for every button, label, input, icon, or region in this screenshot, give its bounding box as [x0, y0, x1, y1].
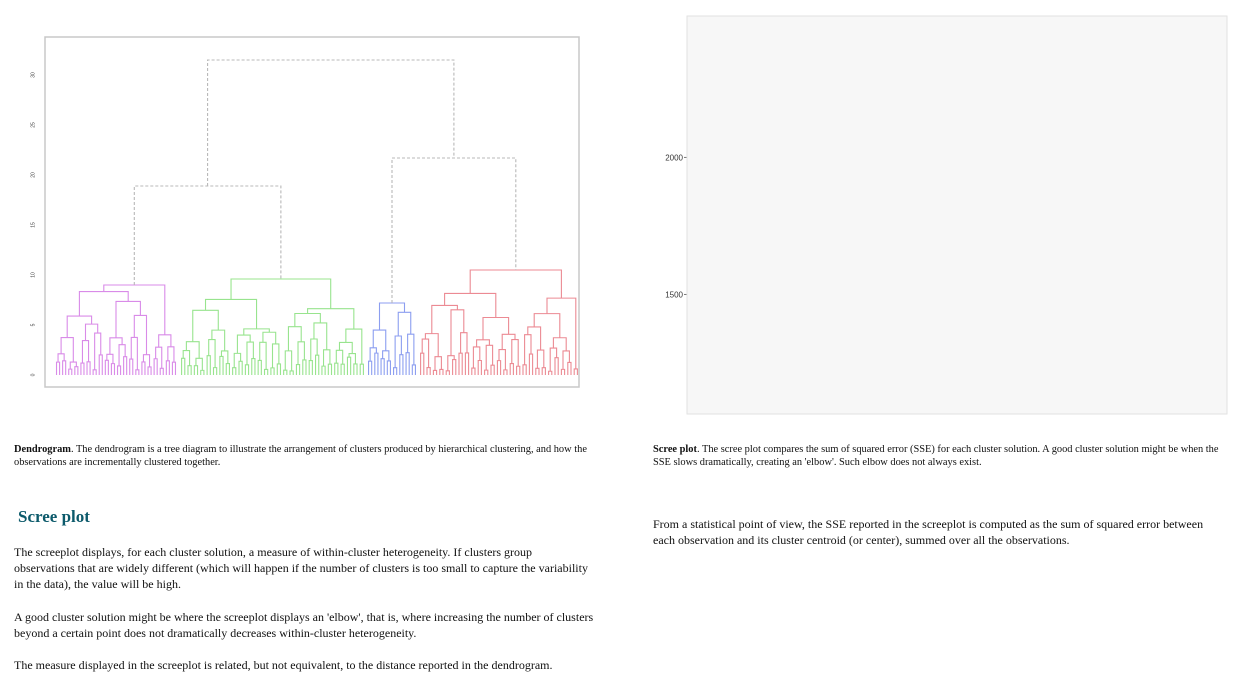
dendrogram-top-link	[391, 157, 517, 303]
dendrogram-y-axis: 0 5 10 15 20 25 30	[30, 72, 36, 376]
dendrogram-y-tick-label: 10	[30, 272, 36, 278]
scree-caption-text: . The scree plot compares the sum of squ…	[653, 444, 1219, 468]
dendrogram-cluster-links	[368, 302, 416, 375]
dendrogram-y-tick-label: 15	[30, 222, 36, 228]
dendrogram-y-tick-label: 0	[30, 373, 36, 376]
dendrogram-caption-text: . The dendrogram is a tree diagram to il…	[14, 444, 587, 468]
dendrogram-cluster-links	[181, 278, 364, 375]
dendrogram-links	[55, 59, 578, 375]
dendrogram-caption: Dendrogram. The dendrogram is a tree dia…	[14, 443, 614, 469]
dendrogram-y-tick-label: 5	[30, 323, 36, 326]
scree-caption: Scree plot. The scree plot compares the …	[653, 443, 1233, 469]
scree-y-tick-label: 2000	[665, 153, 683, 162]
dendrogram-y-tick-label: 30	[30, 72, 36, 78]
dendrogram-top-link	[133, 185, 282, 285]
dendrogram-frame	[44, 36, 580, 388]
dendrogram-chart: 0 5 10 15 20 25 30	[30, 36, 580, 388]
scree-plot-chart: 1500 2000	[665, 15, 1228, 415]
dendrogram-y-tick-label: 25	[30, 122, 36, 128]
section-title: Scree plot	[18, 507, 90, 526]
scree-y-tick-label: 1500	[665, 290, 683, 299]
scree-plot-background	[686, 15, 1228, 415]
dendrogram-cluster-links	[420, 269, 578, 375]
dendrogram-top-link	[207, 59, 455, 186]
dendrogram-cluster-links	[55, 284, 177, 375]
paragraph: The measure displayed in the screeplot i…	[14, 658, 553, 672]
right-paragraph: From a statistical point of view, the SS…	[653, 517, 1204, 547]
scree-y-axis: 1500 2000	[665, 153, 687, 299]
scree-caption-title: Scree plot	[653, 444, 697, 455]
dendrogram-caption-title: Dendrogram	[14, 444, 71, 455]
dendrogram-y-tick-label: 20	[30, 172, 36, 178]
paragraph: A good cluster solution might be where t…	[14, 610, 594, 640]
paragraph: The screeplot displays, for each cluster…	[14, 545, 588, 591]
